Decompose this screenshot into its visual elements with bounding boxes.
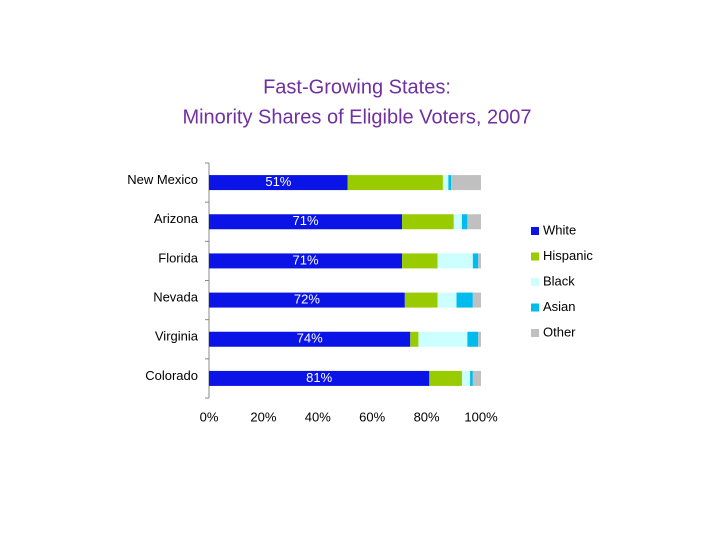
bar-segment bbox=[402, 214, 454, 230]
legend-label: Other bbox=[543, 324, 576, 339]
x-tick-label: 0% bbox=[200, 409, 219, 424]
legend-swatch bbox=[531, 303, 539, 312]
bar-segment bbox=[347, 175, 443, 191]
data-label: 51% bbox=[265, 174, 291, 189]
bar-segment bbox=[461, 370, 471, 386]
bar-segment bbox=[209, 292, 405, 308]
data-label: 72% bbox=[294, 292, 320, 307]
bar-segment bbox=[456, 292, 473, 308]
x-tick-label: 100% bbox=[464, 409, 498, 424]
bar-segment bbox=[402, 253, 438, 269]
legend-label: Asian bbox=[543, 299, 576, 314]
bar-segment bbox=[209, 214, 403, 230]
legend-label: White bbox=[543, 222, 576, 237]
bar-segment bbox=[209, 253, 403, 269]
bar-segment bbox=[461, 214, 468, 230]
bar-segment bbox=[472, 292, 481, 308]
x-tick-label: 40% bbox=[305, 409, 331, 424]
bar-segment bbox=[451, 175, 481, 191]
data-label: 74% bbox=[297, 331, 323, 346]
bar-segment bbox=[472, 370, 481, 386]
bar-segment bbox=[470, 370, 473, 386]
y-tick-label: Florida bbox=[158, 250, 199, 265]
y-tick-label: Nevada bbox=[153, 290, 199, 305]
x-tick-label: 80% bbox=[414, 409, 440, 424]
bar-segment bbox=[209, 331, 411, 347]
bar-segment bbox=[467, 214, 481, 230]
legend-swatch bbox=[531, 329, 539, 337]
data-label: 71% bbox=[293, 252, 319, 267]
bar-segment bbox=[404, 292, 438, 308]
legend-swatch bbox=[531, 227, 539, 235]
legend-swatch bbox=[531, 252, 539, 261]
bar-segment bbox=[437, 253, 473, 269]
bar-segment bbox=[472, 253, 479, 269]
y-tick-label: New Mexico bbox=[127, 172, 198, 187]
y-tick-label: Arizona bbox=[154, 211, 199, 226]
bar-segment bbox=[429, 370, 462, 386]
bar-segment bbox=[478, 253, 481, 269]
bar-segment bbox=[437, 292, 457, 308]
data-label: 71% bbox=[293, 213, 319, 228]
chart-title: Minority Shares of Eligible Voters, 2007 bbox=[182, 106, 531, 128]
bar-segment bbox=[467, 331, 479, 347]
bar-segment bbox=[410, 331, 419, 347]
data-label: 81% bbox=[306, 370, 332, 385]
legend-label: Hispanic bbox=[543, 248, 593, 263]
bar-segment bbox=[209, 175, 348, 191]
bar-segment bbox=[418, 331, 468, 347]
y-tick-label: Colorado bbox=[145, 368, 198, 383]
x-tick-label: 20% bbox=[250, 409, 276, 424]
bar-segment bbox=[453, 214, 462, 230]
bar-segment bbox=[478, 331, 481, 347]
x-tick-label: 60% bbox=[359, 409, 385, 424]
bar-segment bbox=[209, 370, 430, 386]
bar-segment bbox=[448, 175, 452, 191]
bar-segment bbox=[442, 175, 449, 191]
chart-title: Fast-Growing States: bbox=[263, 76, 451, 98]
y-tick-label: Virginia bbox=[155, 329, 199, 344]
legend-label: Black bbox=[543, 273, 575, 288]
legend-swatch bbox=[531, 278, 539, 286]
